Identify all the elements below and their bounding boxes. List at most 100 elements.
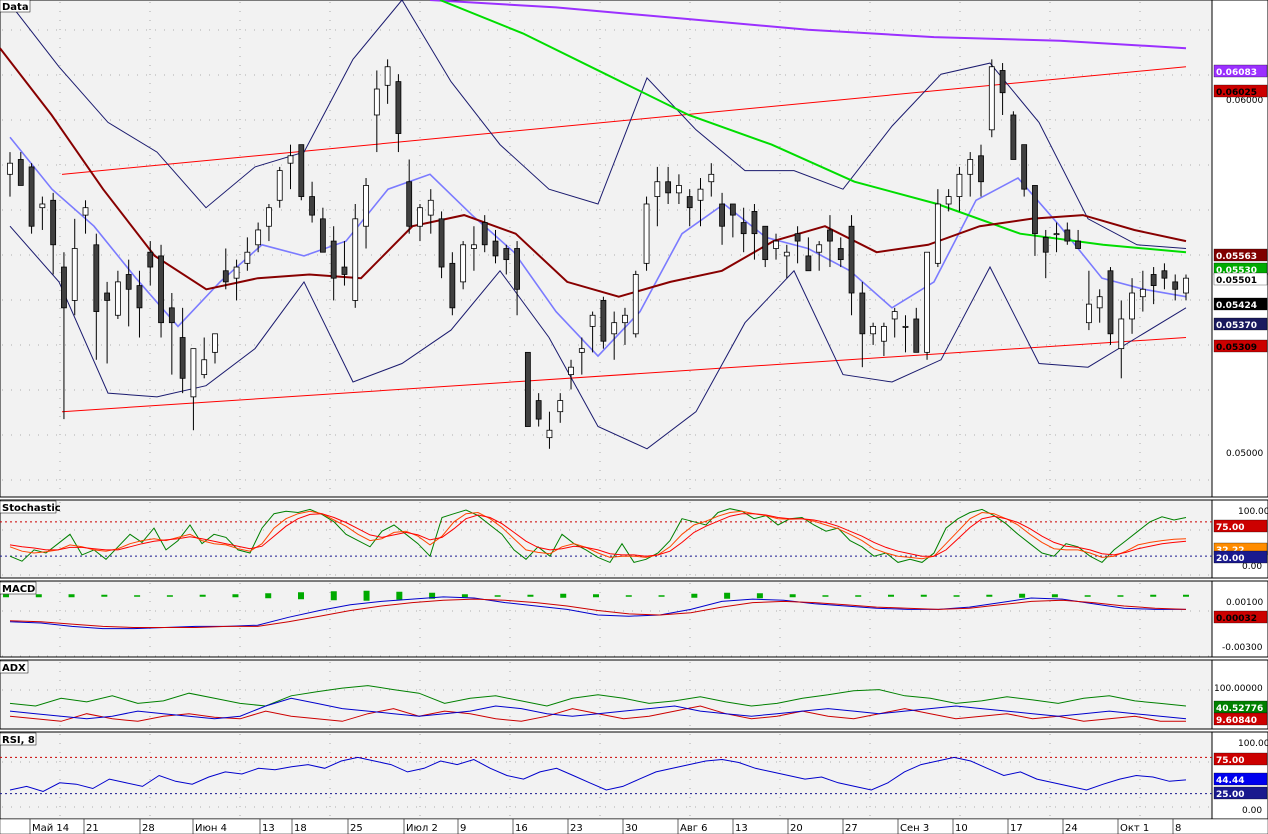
rsi-line <box>9 756 1187 793</box>
candle-up <box>654 181 661 197</box>
rsi-pane-title: RSI, 8 <box>2 735 35 746</box>
macd-histogram-bar <box>625 595 632 597</box>
candle-down <box>61 266 67 309</box>
time-axis-label: 20 <box>790 823 803 834</box>
candle-down <box>1172 281 1179 290</box>
candle-down <box>1107 270 1114 335</box>
candle-up <box>1139 288 1146 298</box>
candle-down <box>913 318 920 353</box>
candle-up <box>568 366 574 376</box>
candle-up <box>1183 277 1189 294</box>
candle-up <box>578 348 585 353</box>
candle-up <box>427 199 434 216</box>
candle-down <box>341 266 348 275</box>
candle-down <box>740 222 747 235</box>
candle-up <box>1085 303 1092 324</box>
candle-down <box>848 225 855 294</box>
adx-pane[interactable] <box>9 685 1187 722</box>
macd-histogram-bar <box>920 594 927 597</box>
candle-up <box>611 322 618 335</box>
candle-up <box>266 207 272 227</box>
value-tag <box>1213 84 1268 98</box>
macd-histogram-bar <box>1150 594 1157 597</box>
candle-down <box>136 285 143 309</box>
macd-histogram-bar <box>429 592 436 599</box>
time-axis-label: 13 <box>262 823 275 834</box>
adx-tick-high: 100.00000 <box>1214 684 1263 694</box>
candle-down <box>719 203 725 227</box>
candle-down <box>805 255 812 272</box>
value-tag <box>1213 339 1268 353</box>
macd-histogram-bar <box>330 591 337 601</box>
macd-histogram-bar <box>265 593 272 599</box>
candle-up <box>945 196 952 205</box>
time-axis-label: 28 <box>142 823 155 834</box>
candle-down <box>104 292 111 301</box>
candle-up <box>676 185 682 194</box>
macd-histogram-bar <box>199 594 206 597</box>
candle-down <box>999 70 1006 94</box>
candle-up <box>244 251 251 264</box>
value-tag-label: 0.05424 <box>1216 301 1257 311</box>
macd-histogram-bar <box>789 594 796 598</box>
candle-down <box>158 255 164 324</box>
macd-pane[interactable] <box>3 590 1189 630</box>
macd-histogram-bar <box>1084 595 1091 597</box>
candle-down <box>794 233 801 242</box>
macd-histogram-bar <box>1117 595 1124 597</box>
rsi-tick-high: 100.00 <box>1238 739 1268 749</box>
candle-up <box>891 311 898 320</box>
value-tag <box>1213 610 1268 624</box>
value-tag-label: 0.06083 <box>1216 68 1257 78</box>
candle-down <box>600 300 607 342</box>
macd-histogram-bar <box>691 593 698 598</box>
macd-histogram-bar <box>527 594 534 597</box>
candle-down <box>503 248 510 261</box>
candle-down <box>309 196 315 216</box>
value-tag <box>1213 712 1268 726</box>
candle-up <box>460 244 467 283</box>
candle-down <box>395 81 402 134</box>
macd-tick-high: 0.00100 <box>1226 598 1263 608</box>
grid-dots <box>2 2 1210 817</box>
time-axis-label: 13 <box>735 823 748 834</box>
value-tag <box>1213 772 1268 786</box>
ma-short-line <box>0 47 1187 298</box>
value-tag-label: 0.05309 <box>1216 343 1257 353</box>
bollinger-upper <box>9 0 1187 249</box>
candle-down <box>168 307 175 324</box>
value-tag <box>1213 786 1268 800</box>
main-tick-low: 0.05000 <box>1226 449 1263 459</box>
candle-up <box>902 325 909 328</box>
rsi-pane[interactable] <box>0 756 1212 795</box>
value-tag <box>1213 248 1268 262</box>
candle-down <box>686 196 693 209</box>
stoch-tick-low: 0.00 <box>1242 562 1262 572</box>
time-axis-label: Окт 1 <box>1120 823 1149 834</box>
macd-histogram-bar <box>35 594 42 598</box>
value-tag <box>1213 519 1268 533</box>
macd-histogram-bar <box>3 594 9 598</box>
stochastic-pane[interactable] <box>0 508 1212 564</box>
candle-down <box>1010 114 1017 160</box>
main-pane[interactable] <box>0 0 1189 450</box>
macd-histogram-bar <box>986 594 993 597</box>
channel-upper-line <box>61 66 1187 175</box>
value-tag-label: 0.05563 <box>1216 252 1257 262</box>
candle-down <box>492 240 499 257</box>
price-axes: 0.06000 0.05000 100.00 0.00 0.00100 -0.0… <box>1214 96 1268 816</box>
value-tag-label: 0.06025 <box>1216 88 1257 98</box>
candle-down <box>298 144 305 197</box>
candle-up <box>1053 233 1060 236</box>
candle-up <box>589 314 596 327</box>
candle-up <box>956 173 963 197</box>
main-plot-area <box>0 0 1213 498</box>
candle-up <box>622 314 628 324</box>
value-tag <box>1213 297 1268 311</box>
time-axis-strip <box>0 818 1268 834</box>
macd-histogram-bar <box>68 594 75 598</box>
value-tag-label: 25.00 <box>1216 790 1244 800</box>
